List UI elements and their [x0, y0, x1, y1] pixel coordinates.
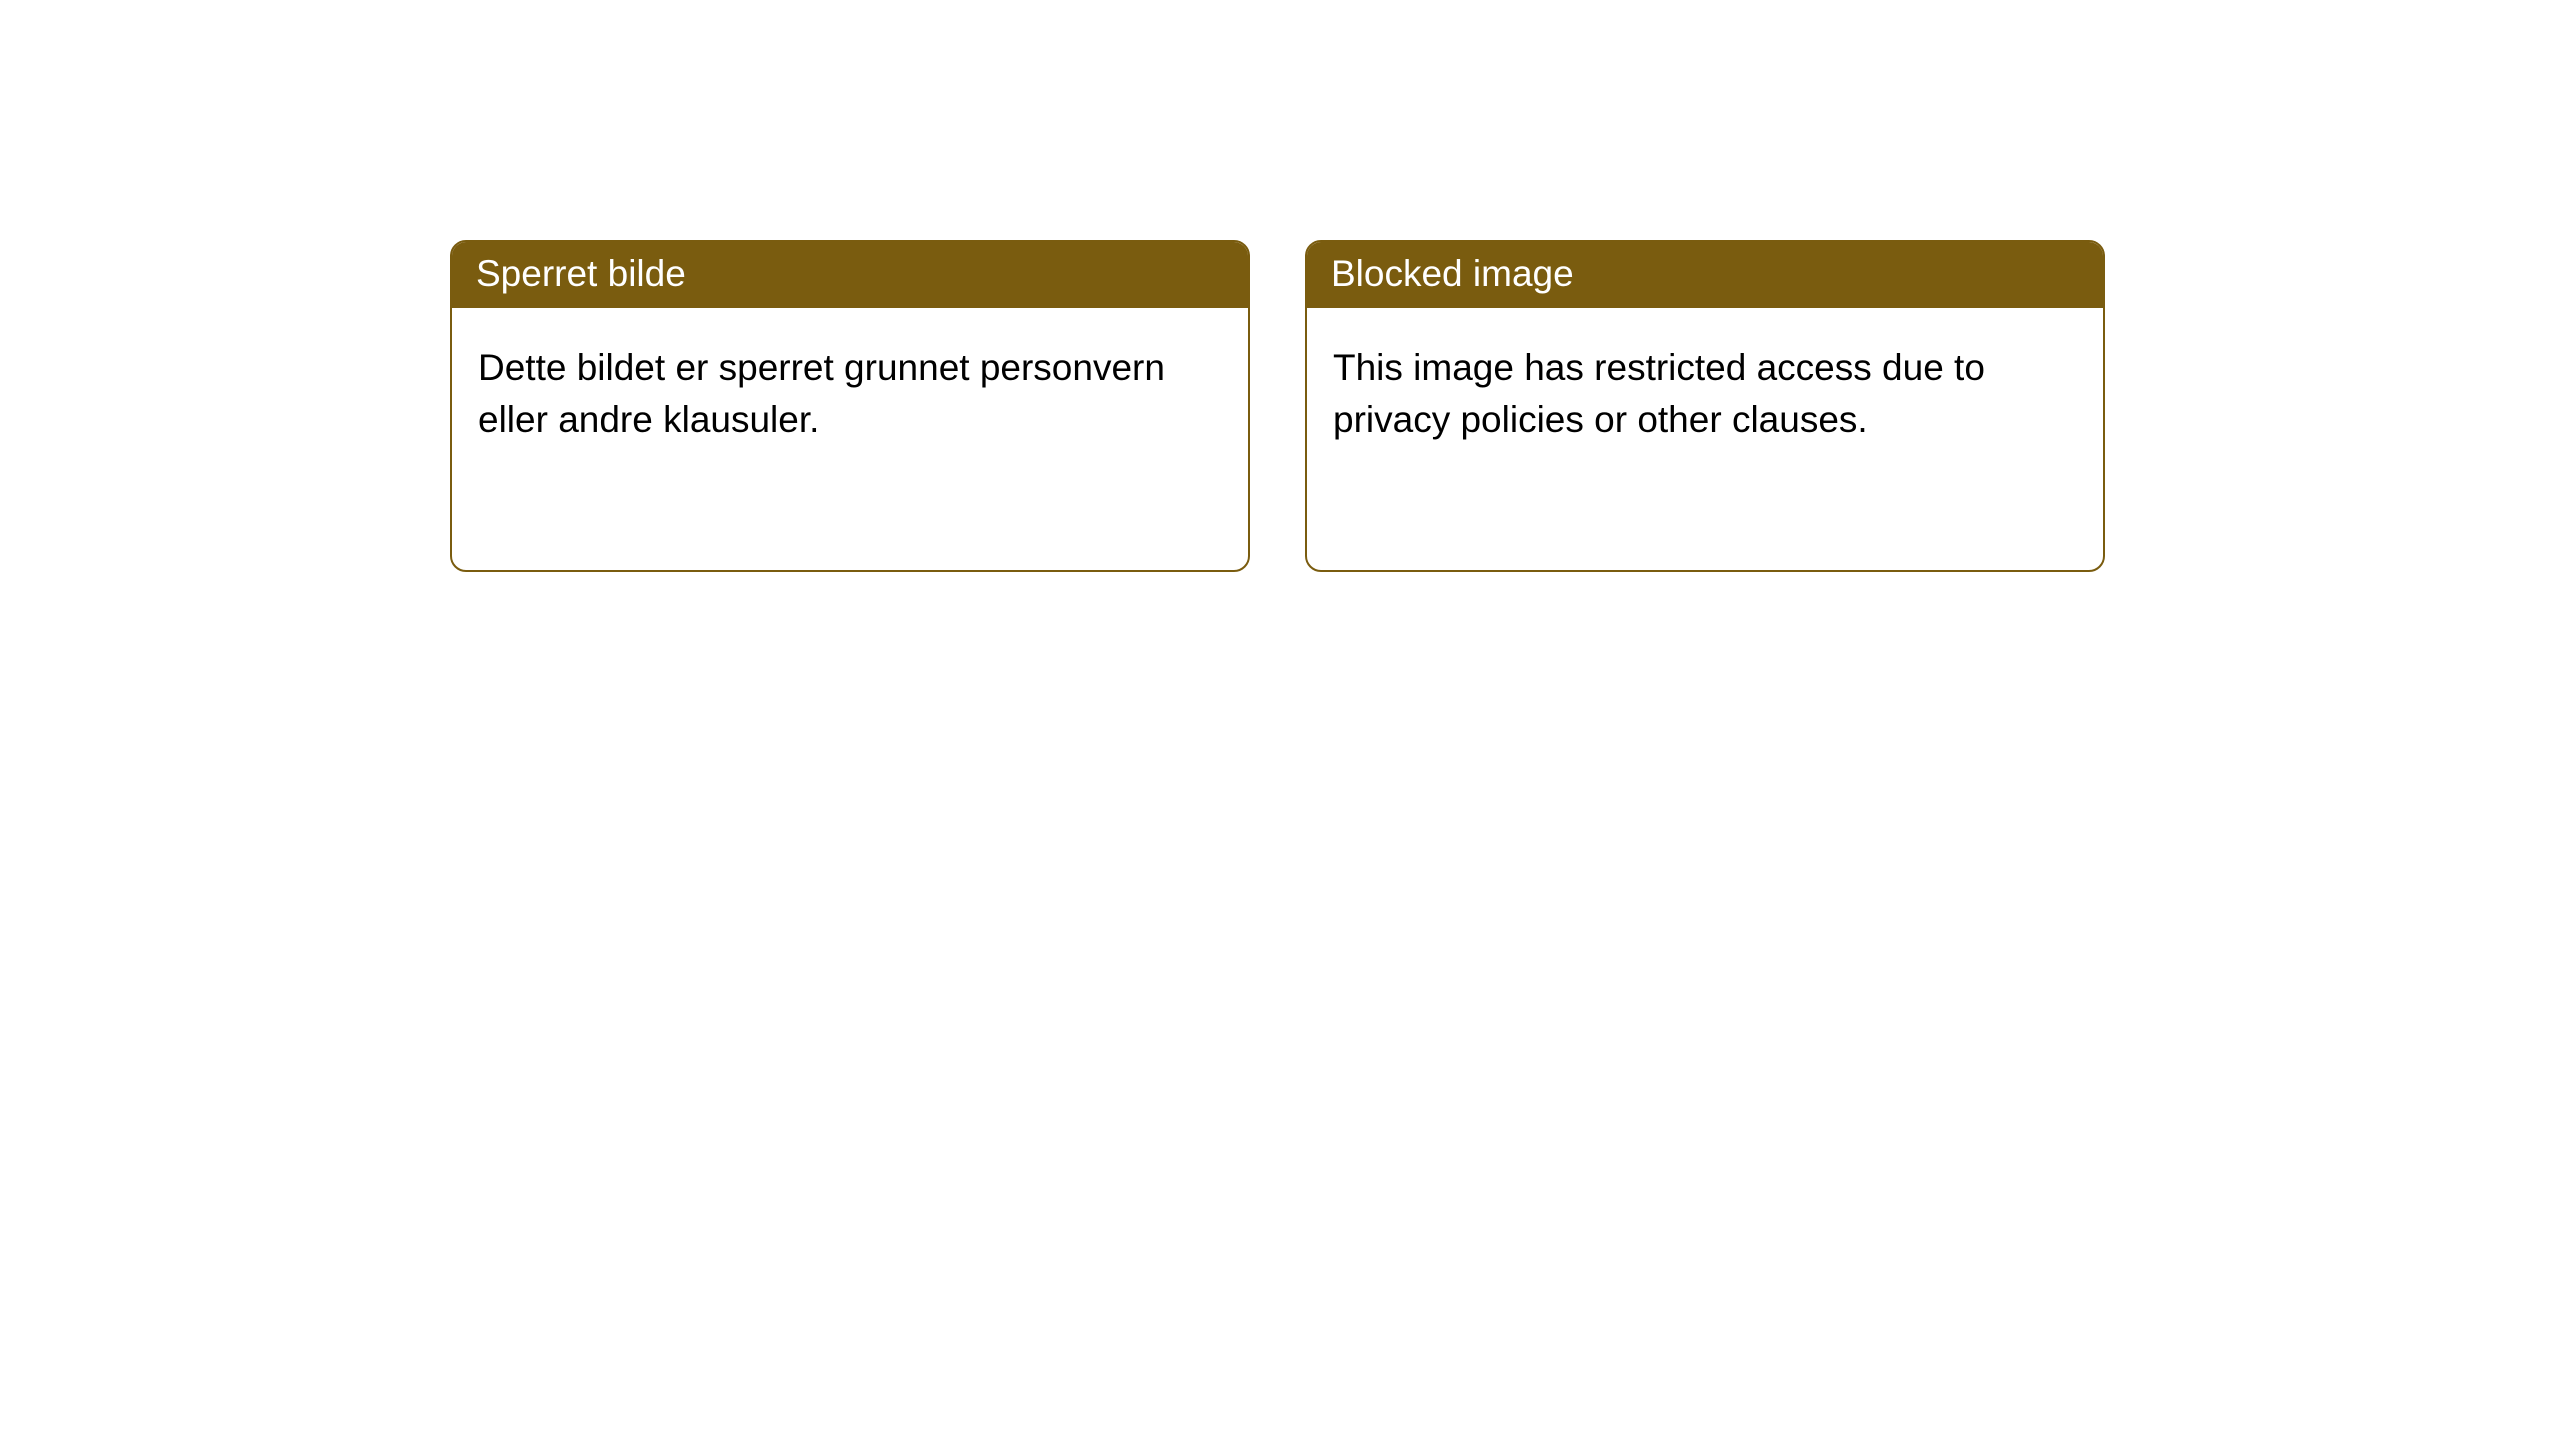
- card-title-norwegian: Sperret bilde: [476, 253, 686, 294]
- card-message-english: This image has restricted access due to …: [1333, 347, 1985, 440]
- card-message-norwegian: Dette bildet er sperret grunnet personve…: [478, 347, 1165, 440]
- notice-container: Sperret bilde Dette bildet er sperret gr…: [0, 0, 2560, 572]
- card-body-norwegian: Dette bildet er sperret grunnet personve…: [452, 308, 1248, 472]
- blocked-image-card-norwegian: Sperret bilde Dette bildet er sperret gr…: [450, 240, 1250, 572]
- card-header-english: Blocked image: [1307, 242, 2103, 308]
- blocked-image-card-english: Blocked image This image has restricted …: [1305, 240, 2105, 572]
- card-body-english: This image has restricted access due to …: [1307, 308, 2103, 472]
- card-header-norwegian: Sperret bilde: [452, 242, 1248, 308]
- card-title-english: Blocked image: [1331, 253, 1574, 294]
